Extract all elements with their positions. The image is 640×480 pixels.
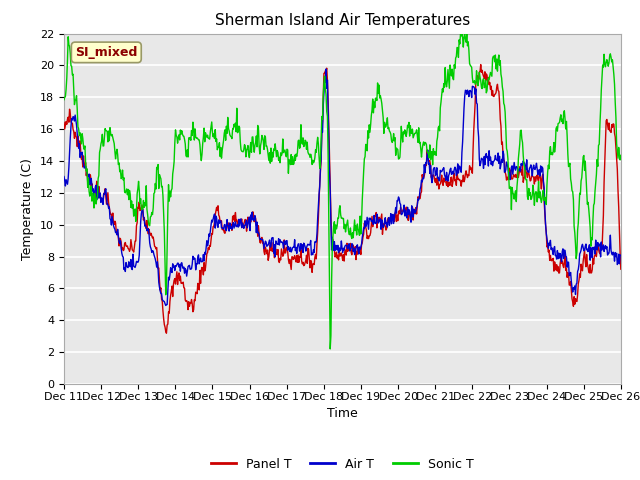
X-axis label: Time: Time bbox=[327, 407, 358, 420]
Legend: Panel T, Air T, Sonic T: Panel T, Air T, Sonic T bbox=[206, 453, 479, 476]
Text: SI_mixed: SI_mixed bbox=[75, 46, 138, 59]
Y-axis label: Temperature (C): Temperature (C) bbox=[22, 158, 35, 260]
Title: Sherman Island Air Temperatures: Sherman Island Air Temperatures bbox=[215, 13, 470, 28]
